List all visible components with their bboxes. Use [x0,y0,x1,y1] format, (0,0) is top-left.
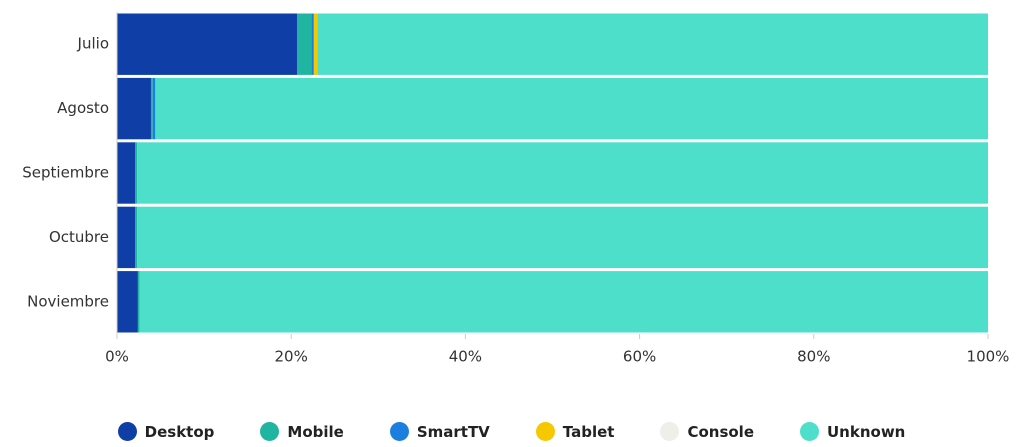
bar-segment [311,13,314,75]
bar-segment [117,77,151,140]
x-tick-label: 20% [275,348,308,366]
legend-swatch [660,422,680,441]
bar-segment [313,13,318,75]
bar-segment [137,206,988,269]
bar-segment [317,13,989,75]
legend-swatch [389,422,409,441]
legend-item: Console [660,422,754,441]
legend-swatch [260,422,280,441]
legend-item: Tablet [535,422,615,441]
bar-segment [139,271,988,333]
y-tick-label: Octubre [49,228,109,246]
legend: Desktop Mobile SmartTV Tablet Console Unknown [0,422,1023,441]
bar-segment [117,206,136,269]
y-tick-label: Noviembre [27,292,109,310]
bar-segment [297,13,312,75]
bar-segment [152,77,156,140]
x-tick-label: 100% [967,348,1010,366]
legend-label: Unknown [827,422,906,441]
legend-label: Console [687,422,754,441]
y-tick-label: Julio [77,35,109,53]
legend-item: Unknown [800,422,905,441]
legend-swatch [535,422,555,441]
legend-swatch [117,422,137,441]
bar-segment [137,142,988,204]
bar-segment [150,77,153,140]
legend-item: SmartTV [389,422,490,441]
bar-segment [117,13,298,75]
legend-label: Tablet [562,422,615,441]
legend-item: Desktop [117,422,215,441]
bar-segment [155,77,989,140]
y-tick-label: Agosto [57,99,109,117]
legend-item: Mobile [260,422,344,441]
bar-segment [137,271,140,333]
chart: Julio Agosto Septiembre Octubre Noviembre 0% 2… [22,12,1010,366]
bar-segment [135,206,138,269]
bar-segment [117,142,136,204]
legend-label: Mobile [287,422,344,441]
legend-label: SmartTV [416,422,490,441]
x-tick-label: 40% [449,348,482,366]
bar-segment [135,142,138,204]
x-tick-label: 80% [797,348,830,366]
x-tick-label: 60% [623,348,656,366]
y-tick-label: Septiembre [22,164,109,182]
bar-segment [117,271,138,333]
x-tick-label: 0% [105,348,129,366]
legend-swatch [800,422,819,441]
legend-label: Desktop [144,422,215,441]
